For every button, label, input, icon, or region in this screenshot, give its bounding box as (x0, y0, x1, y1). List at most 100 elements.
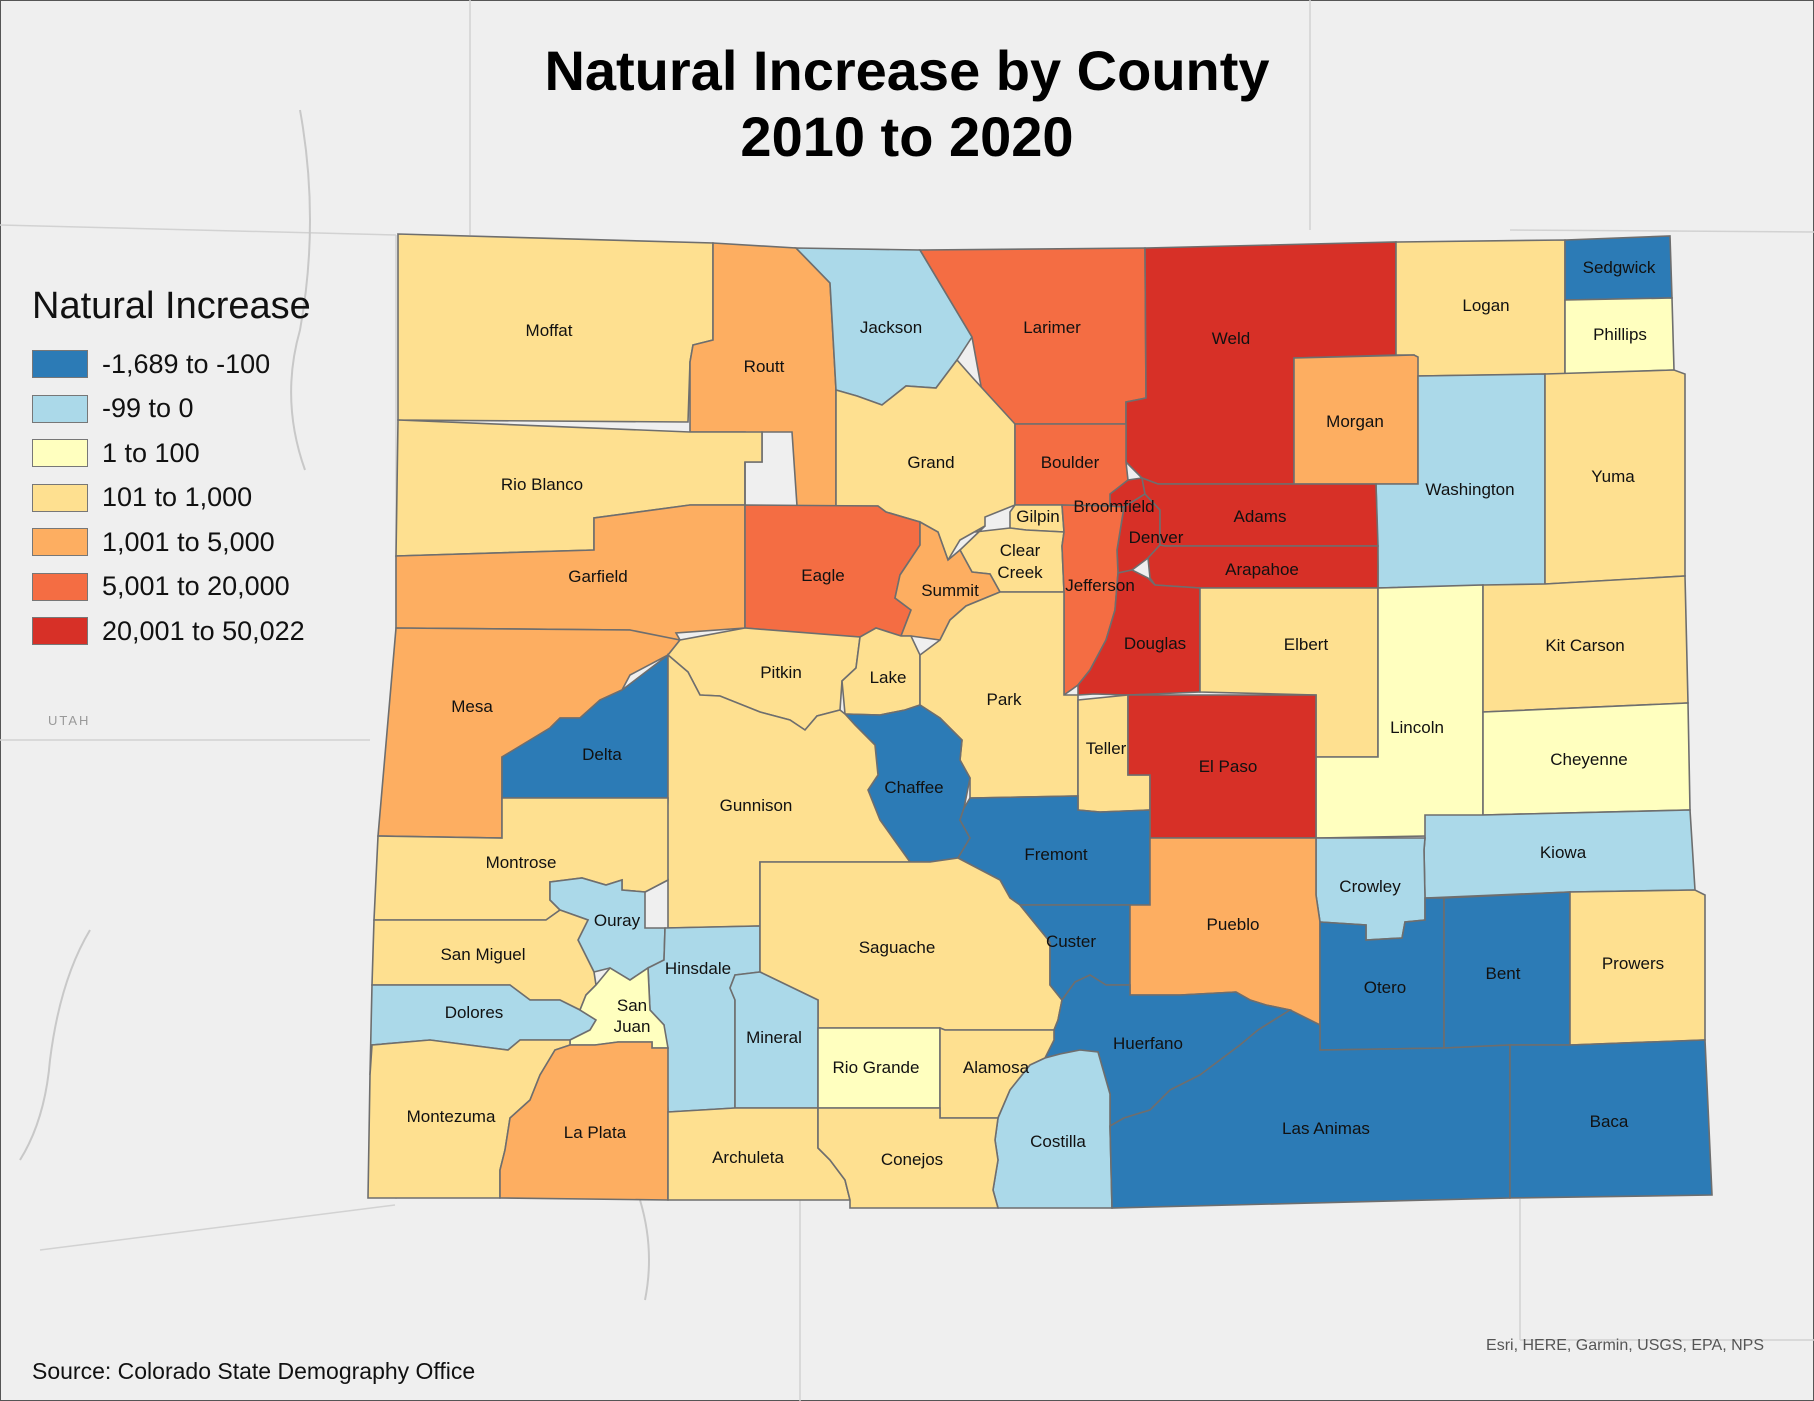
legend-swatch (32, 394, 88, 423)
label-gunnison: Gunnison (720, 796, 793, 815)
label-huerfano: Huerfano (1113, 1034, 1183, 1053)
utah-label: UTAH (48, 713, 90, 728)
county-prowers[interactable] (1569, 889, 1706, 1046)
label-yuma: Yuma (1591, 467, 1635, 486)
legend-label: 1,001 to 5,000 (102, 526, 275, 557)
legend-label: -99 to 0 (102, 393, 194, 424)
counties (367, 233, 1713, 1209)
label-arapahoe: Arapahoe (1225, 560, 1299, 579)
label-weld: Weld (1212, 329, 1250, 348)
label-routt: Routt (744, 357, 785, 376)
legend-item: -1,689 to -100 (32, 342, 311, 387)
label-prowers: Prowers (1602, 954, 1664, 973)
label-san-juan-1: San (617, 996, 647, 1015)
legend-swatch (32, 483, 88, 512)
map-title-line-1: Natural Increase by County (544, 39, 1270, 102)
label-broomfield: Broomfield (1073, 497, 1154, 516)
label-kit-carson: Kit Carson (1545, 636, 1624, 655)
legend-label: 1 to 100 (102, 437, 200, 468)
label-custer: Custer (1046, 932, 1096, 951)
label-moffat: Moffat (526, 321, 573, 340)
label-pueblo: Pueblo (1207, 915, 1260, 934)
label-chaffee: Chaffee (884, 778, 943, 797)
label-rio-grande: Rio Grande (833, 1058, 920, 1077)
label-adams: Adams (1234, 507, 1287, 526)
legend-label: 5,001 to 20,000 (102, 571, 290, 602)
label-saguache: Saguache (859, 938, 936, 957)
label-dolores: Dolores (445, 1003, 504, 1022)
label-montrose: Montrose (486, 853, 557, 872)
label-rio-blanco: Rio Blanco (501, 475, 583, 494)
label-larimer: Larimer (1023, 318, 1081, 337)
label-san-miguel: San Miguel (440, 945, 525, 964)
label-douglas: Douglas (1124, 634, 1186, 653)
label-denver: Denver (1129, 528, 1184, 547)
legend-item: 1,001 to 5,000 (32, 520, 311, 565)
label-la-plata: La Plata (564, 1123, 627, 1142)
label-teller: Teller (1086, 739, 1127, 758)
legend-swatch (32, 572, 88, 601)
label-lake: Lake (870, 668, 907, 687)
label-pitkin: Pitkin (760, 663, 802, 682)
basemap-attribution: Esri, HERE, Garmin, USGS, EPA, NPS (1486, 1337, 1764, 1354)
label-alamosa: Alamosa (963, 1058, 1030, 1077)
label-san-juan-2: Juan (614, 1017, 651, 1036)
legend-swatch (32, 617, 88, 646)
label-park: Park (987, 690, 1022, 709)
label-sedgwick: Sedgwick (1583, 258, 1656, 277)
label-logan: Logan (1462, 296, 1509, 315)
label-eagle: Eagle (801, 566, 844, 585)
label-summit: Summit (921, 581, 979, 600)
legend-label: 20,001 to 50,022 (102, 615, 305, 646)
label-grand: Grand (907, 453, 954, 472)
label-washington: Washington (1425, 480, 1514, 499)
label-montezuma: Montezuma (407, 1107, 496, 1126)
label-conejos: Conejos (881, 1150, 943, 1169)
label-lincoln: Lincoln (1390, 718, 1444, 737)
label-fremont: Fremont (1024, 845, 1088, 864)
county-baca[interactable] (1509, 1039, 1713, 1199)
label-ouray: Ouray (594, 911, 641, 930)
label-mesa: Mesa (451, 697, 493, 716)
county-la-plata[interactable] (499, 1041, 669, 1201)
legend-swatch (32, 528, 88, 557)
label-kiowa: Kiowa (1540, 843, 1587, 862)
label-mineral: Mineral (746, 1028, 802, 1047)
county-kit-carson[interactable] (1482, 575, 1689, 713)
map-title: Natural Increase by County 2010 to 2020 (0, 38, 1814, 170)
label-phillips: Phillips (1593, 325, 1647, 344)
label-crowley: Crowley (1339, 877, 1401, 896)
legend-item: 5,001 to 20,000 (32, 565, 311, 610)
label-garfield: Garfield (568, 567, 628, 586)
label-baca: Baca (1590, 1112, 1629, 1131)
label-bent: Bent (1486, 964, 1521, 983)
label-boulder: Boulder (1041, 453, 1100, 472)
label-archuleta: Archuleta (712, 1148, 784, 1167)
label-gilpin: Gilpin (1016, 507, 1059, 526)
label-hinsdale: Hinsdale (665, 959, 731, 978)
county-labels: Moffat Routt Jackson Larimer Weld Logan … (407, 258, 1665, 1169)
label-elbert: Elbert (1284, 635, 1329, 654)
label-delta: Delta (582, 745, 622, 764)
legend: Natural Increase -1,689 to -100 -99 to 0… (32, 285, 311, 654)
label-clear-creek-2: Creek (997, 563, 1043, 582)
legend-swatch (32, 439, 88, 468)
county-douglas[interactable] (1077, 569, 1201, 696)
legend-item: 20,001 to 50,022 (32, 609, 311, 654)
label-morgan: Morgan (1326, 412, 1384, 431)
county-conejos[interactable] (817, 1107, 1000, 1209)
map-title-line-2: 2010 to 2020 (740, 105, 1074, 168)
source-note: Source: Colorado State Demography Office (32, 1358, 476, 1384)
label-costilla: Costilla (1030, 1132, 1086, 1151)
legend-item: 1 to 100 (32, 431, 311, 476)
legend-item: 101 to 1,000 (32, 476, 311, 521)
label-clear-creek-1: Clear (1000, 541, 1041, 560)
county-yuma[interactable] (1544, 369, 1686, 585)
legend-label: 101 to 1,000 (102, 482, 253, 513)
legend-item: -99 to 0 (32, 387, 311, 432)
legend-swatch (32, 350, 88, 379)
label-el-paso: El Paso (1199, 757, 1258, 776)
label-jackson: Jackson (860, 318, 922, 337)
basemap-rivers (19, 109, 650, 1301)
